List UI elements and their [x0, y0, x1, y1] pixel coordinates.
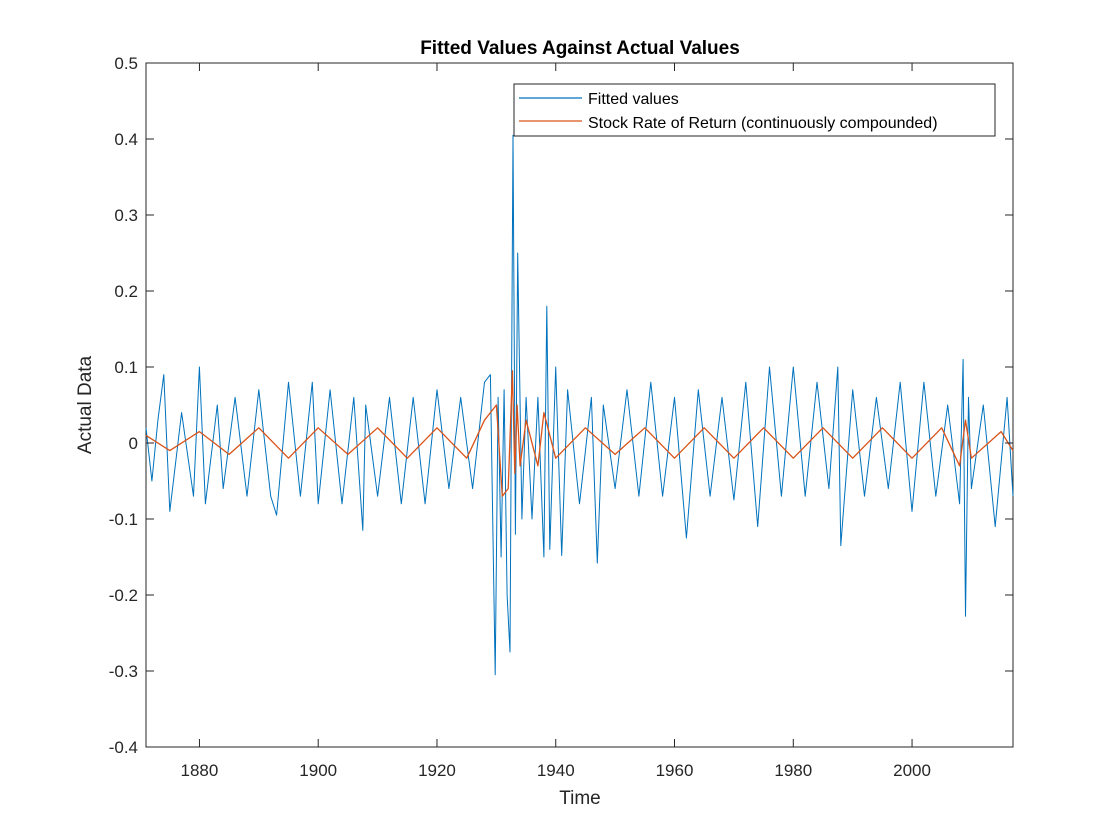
- y-tick-label: 0: [129, 434, 138, 453]
- x-tick-label: 1880: [181, 761, 219, 780]
- x-axis-label: Time: [559, 788, 601, 809]
- x-tick-label: 1900: [299, 761, 337, 780]
- x-tick-label: 1940: [537, 761, 575, 780]
- x-tick-label: 1920: [418, 761, 456, 780]
- y-tick-label: 0.4: [114, 130, 138, 149]
- y-tick-label: -0.1: [109, 510, 138, 529]
- y-tick-label: -0.2: [109, 586, 138, 605]
- series-layer: [145, 134, 1014, 676]
- x-tick-label: 1980: [774, 761, 812, 780]
- legend-label-stock-return: Stock Rate of Return (continuously compo…: [588, 115, 938, 132]
- y-tick-label: 0.2: [114, 282, 138, 301]
- x-tick-label: 1960: [656, 761, 694, 780]
- chart-title: Fitted Values Against Actual Values: [420, 38, 740, 59]
- y-tick-label: -0.4: [109, 738, 138, 757]
- series-line-stock-return: [145, 370, 1014, 497]
- y-axis-label: Actual Data: [75, 355, 96, 454]
- y-tick-label: 0.5: [114, 54, 138, 73]
- x-tick-label: 2000: [893, 761, 931, 780]
- series-line-fitted: [145, 134, 1014, 676]
- tick-layer: 1880 1900 1920 1940 1960 1980 2000 -0.4 -0.3 -0.2…: [109, 54, 1013, 780]
- y-tick-label: 0.1: [114, 358, 138, 377]
- y-tick-label: 0.3: [114, 206, 138, 225]
- plot-area: 1880 1900 1920 1940 1960 1980 2000 -0.4 -0.3 -0.2…: [109, 54, 1014, 780]
- legend: Fitted values Stock Rate of Return (cont…: [513, 83, 996, 137]
- legend-box: [513, 83, 996, 137]
- legend-label-fitted: Fitted values: [588, 91, 679, 108]
- plot-frame: [145, 62, 1014, 748]
- y-tick-label: -0.3: [109, 662, 138, 681]
